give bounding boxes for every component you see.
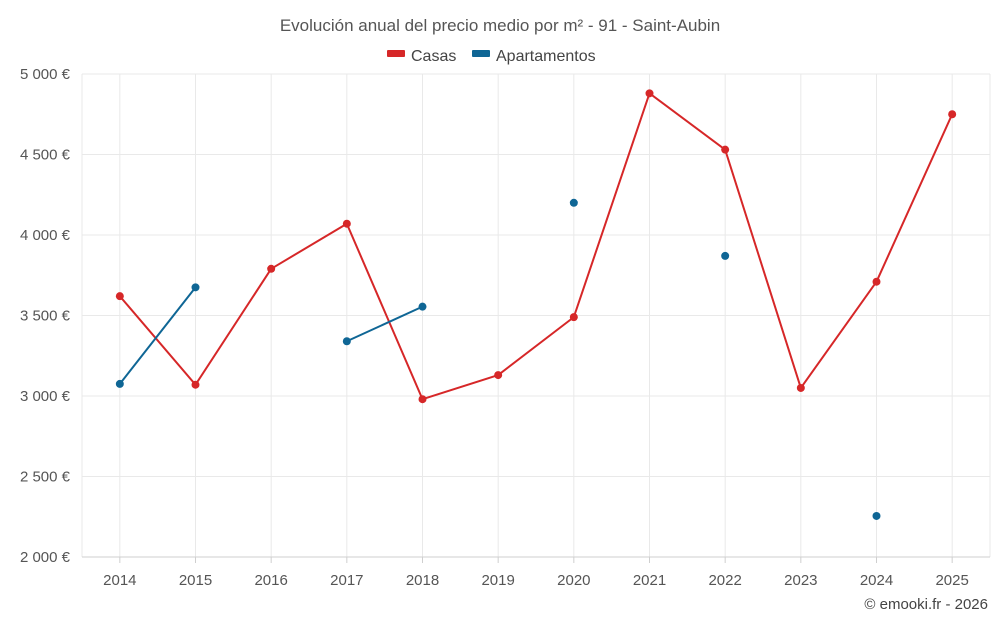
x-tick-label: 2014 <box>103 572 136 589</box>
x-tick-label: 2020 <box>557 572 590 589</box>
x-tick-label: 2021 <box>633 572 666 589</box>
series-apartamentos <box>115 198 881 520</box>
legend-label-casas: Casas <box>411 48 456 65</box>
series-segment-apartamentos <box>345 305 424 343</box>
series-segment-casas <box>572 92 651 319</box>
y-tick-label: 2 500 € <box>20 469 71 486</box>
grid <box>81 73 991 557</box>
data-point-casas-2023[interactable] <box>796 383 805 392</box>
series-segment-casas <box>421 374 500 401</box>
x-tick-label: 2016 <box>254 572 287 589</box>
data-point-casas-2015[interactable] <box>191 380 200 389</box>
data-point-casas-2021[interactable] <box>645 89 654 98</box>
data-point-casas-2024[interactable] <box>872 277 881 286</box>
series-segment-apartamentos <box>118 286 197 385</box>
data-point-casas-2017[interactable] <box>342 219 351 228</box>
data-point-casas-2014[interactable] <box>115 292 124 301</box>
y-tick-label: 2 000 € <box>20 549 71 566</box>
series-segment-casas <box>345 222 424 401</box>
x-tick-label: 2019 <box>481 572 514 589</box>
series-segment-casas <box>648 92 727 151</box>
data-point-apartamentos-2020[interactable] <box>569 198 578 207</box>
legend: Casas Apartamentos <box>387 48 596 65</box>
x-tick-label: 2017 <box>330 572 363 589</box>
data-point-apartamentos-2018[interactable] <box>418 302 427 311</box>
series-segment-casas <box>118 295 197 386</box>
series-segment-casas <box>497 316 575 377</box>
y-tick-label: 5 000 € <box>20 66 71 83</box>
x-tick-label: 2025 <box>935 572 968 589</box>
series <box>115 89 957 520</box>
series-segment-casas <box>724 148 802 389</box>
data-point-apartamentos-2014[interactable] <box>115 379 124 388</box>
y-tick-label: 4 500 € <box>20 147 71 164</box>
data-point-apartamentos-2022[interactable] <box>721 251 730 260</box>
legend-label-apartamentos: Apartamentos <box>496 48 596 65</box>
y-tick-label: 3 500 € <box>20 308 71 325</box>
data-point-casas-2016[interactable] <box>267 264 276 273</box>
data-point-apartamentos-2024[interactable] <box>872 511 881 520</box>
series-segment-casas <box>270 222 348 270</box>
series-segment-casas <box>194 267 273 386</box>
legend-swatch-casas <box>387 50 405 57</box>
y-tick-label: 4 000 € <box>20 227 71 244</box>
data-point-casas-2020[interactable] <box>569 313 578 322</box>
series-segment-casas <box>875 113 954 283</box>
series-segment-casas <box>799 280 878 389</box>
data-point-casas-2018[interactable] <box>418 395 427 404</box>
x-tick-label: 2023 <box>784 572 817 589</box>
credit-text: © emooki.fr - 2026 <box>864 596 988 613</box>
x-tick-label: 2018 <box>406 572 439 589</box>
data-point-apartamentos-2017[interactable] <box>342 337 351 346</box>
axes: 2 000 € 2 500 € 3 000 € 3 500 € 4 000 € 4 500… <box>20 66 990 589</box>
data-point-apartamentos-2015[interactable] <box>191 283 200 292</box>
chart-title: Evolución anual del precio medio por m² … <box>280 16 720 35</box>
x-tick-label: 2024 <box>860 572 893 589</box>
x-tick-label: 2015 <box>179 572 212 589</box>
series-casas <box>115 89 957 404</box>
legend-item-apartamentos[interactable]: Apartamentos <box>472 48 596 65</box>
data-point-casas-2019[interactable] <box>494 371 503 380</box>
data-point-casas-2022[interactable] <box>721 145 730 154</box>
data-point-casas-2025[interactable] <box>948 110 957 119</box>
x-tick-label: 2022 <box>708 572 741 589</box>
y-tick-label: 3 000 € <box>20 388 71 405</box>
legend-swatch-apartamentos <box>472 50 490 57</box>
legend-item-casas[interactable]: Casas <box>387 48 456 65</box>
